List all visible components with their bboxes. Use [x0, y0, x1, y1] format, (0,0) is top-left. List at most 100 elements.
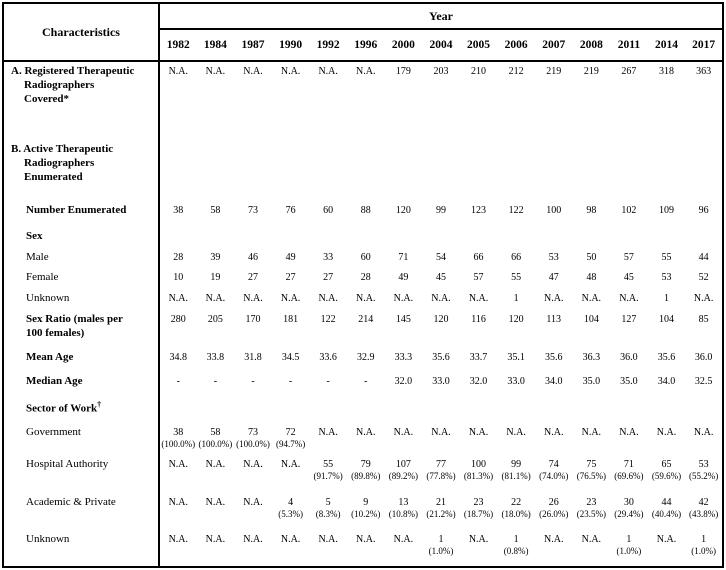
value-cell-government: N.A. [581, 427, 602, 439]
value-cell-active-enumerated [385, 140, 423, 201]
value-cell-hospital-authority: 74 (74.0%) [535, 455, 573, 493]
value-cell-government: N.A. [393, 427, 414, 439]
cell-count: 23 [586, 497, 597, 509]
cell-percentage: (81.1%) [501, 470, 531, 481]
value-cell-academic-private: 23 (23.5%) [573, 493, 611, 530]
value-cell-sector-of-work [535, 396, 573, 423]
cell-count: 9 [363, 497, 369, 509]
value-cell-sex-unknown: N.A. [468, 292, 489, 304]
cell-count: 21 [435, 497, 446, 509]
value-cell-active-enumerated [422, 140, 460, 201]
value-cell-female: 49 [398, 272, 409, 284]
value-cell-sex-unknown: N.A. [168, 292, 189, 304]
value-cell-registered-covered: 212 [508, 66, 524, 77]
value-cell-academic-private: 4 (5.3%) [272, 493, 310, 530]
cell-count: 73 [247, 427, 258, 439]
value-cell-sector-of-work [347, 396, 385, 423]
cell-count: 5 [325, 497, 331, 509]
row-sex-unknown: Unknown N.A. N.A. N.A. N.A. N.A. N.A. N.A. N.A. N… [3, 288, 723, 310]
cell-percentage: (91.7%) [313, 470, 343, 481]
cell-percentage: (89.8%) [351, 470, 381, 481]
value-cell-sex [272, 227, 310, 248]
value-cell-sector-unknown: N.A. [656, 534, 677, 546]
value-cell-registered-covered: 219 [546, 66, 562, 77]
value-cell-sex-ratio: 170 [245, 313, 261, 325]
value-cell-registered-covered: 219 [583, 66, 599, 77]
value-cell-male: 53 [548, 252, 559, 264]
value-cell-female: 52 [698, 272, 709, 284]
value-cell-number-enumerated: 76 [285, 204, 296, 216]
value-cell-sector-of-work [309, 396, 347, 423]
value-cell-academic-private: 44 (40.4%) [648, 493, 686, 530]
year-column-header: 1992 [309, 29, 347, 62]
value-cell-registered-covered: 363 [696, 66, 712, 77]
value-cell-active-enumerated [197, 140, 235, 201]
value-cell-number-enumerated: 88 [360, 204, 371, 216]
value-cell-sex-ratio: 214 [358, 313, 374, 325]
value-cell-government: N.A. [656, 427, 677, 439]
cell-percentage: (55.2%) [689, 470, 719, 481]
value-cell-registered-covered: N.A. [243, 66, 263, 77]
value-cell-sex-unknown: N.A. [356, 292, 376, 304]
value-cell-active-enumerated [272, 140, 310, 201]
value-cell-sector-unknown: N.A. [544, 534, 564, 546]
row-registered-covered: A. Registered Therapeutic Radiographers … [3, 61, 723, 140]
value-cell-mean-age: 36.0 [620, 352, 638, 364]
value-cell-sex-ratio: 85 [698, 313, 709, 325]
value-cell-female: 57 [473, 272, 484, 284]
value-cell-mean-age: 36.0 [694, 352, 713, 364]
year-column-header: 1982 [159, 29, 197, 62]
cell-count: 42 [698, 497, 709, 509]
value-cell-median-age: - [364, 375, 368, 387]
value-cell-number-enumerated: 73 [247, 204, 258, 216]
year-column-header: 1987 [234, 29, 272, 62]
value-cell-median-age: - [288, 375, 293, 387]
year-group-header: Year [159, 3, 723, 30]
cell-percentage: (1.0%) [428, 546, 454, 557]
cell-count: 72 [285, 427, 296, 439]
value-cell-sex [234, 227, 272, 248]
value-cell-male: 28 [173, 252, 184, 264]
value-cell-sex-unknown: N.A. [431, 292, 451, 304]
value-cell-median-age: - [326, 375, 330, 387]
value-cell-median-age: 33.0 [432, 375, 450, 387]
row-sex: Sex [3, 226, 723, 249]
value-cell-male: 66 [473, 252, 484, 264]
value-cell-hospital-authority: 107 (89.2%) [385, 455, 423, 493]
year-column-header: 2004 [422, 29, 460, 62]
value-cell-number-enumerated: 96 [698, 204, 709, 216]
header-row-year: Characteristics Year [3, 3, 723, 62]
value-cell-academic-private: N.A. [205, 497, 226, 509]
row-label-sector-unknown: Unknown [3, 530, 160, 567]
value-cell-sex-ratio: 280 [170, 313, 186, 325]
row-sector-unknown: Unknown N.A. N.A. N.A. N.A. N.A. N.A. N.A. 1 (1.0… [3, 530, 723, 567]
value-cell-number-enumerated: 102 [621, 204, 637, 216]
value-cell-male: 49 [285, 252, 296, 264]
row-government: Government 38 (100.0%) 58 (100.0%) 73 (100.0%)… [3, 423, 723, 455]
value-cell-academic-private: 21 (21.2%) [422, 493, 460, 530]
value-cell-mean-age: 35.6 [657, 352, 676, 364]
row-mean-age: Mean Age 34.8 33.8 31.8 34.5 33.6 32.9 33.3 35.6… [3, 348, 723, 372]
value-cell-female: 27 [323, 272, 334, 284]
value-cell-female: 27 [285, 272, 296, 284]
value-cell-academic-private: 9 (10.2%) [347, 493, 385, 530]
value-cell-median-age: 35.0 [620, 375, 638, 387]
year-column-header: 2014 [647, 29, 686, 62]
value-cell-sex-ratio: 145 [395, 313, 411, 325]
cell-count: 55 [323, 458, 334, 470]
cell-percentage: (94.7%) [275, 439, 306, 450]
value-cell-sector-of-work [159, 396, 197, 423]
cell-count: 23 [473, 497, 484, 509]
value-cell-sex-unknown: N.A. [544, 292, 564, 304]
value-cell-active-enumerated [497, 140, 535, 201]
value-cell-hospital-authority: 100 (81.3%) [460, 455, 498, 493]
value-cell-registered-covered: N.A. [318, 66, 338, 77]
value-cell-mean-age: 34.8 [169, 352, 188, 364]
value-cell-academic-private: 26 (26.0%) [535, 493, 573, 530]
value-cell-sector-of-work [497, 396, 535, 423]
cell-percentage: (8.3%) [315, 509, 341, 520]
value-cell-sex-unknown: N.A. [619, 292, 639, 304]
cell-percentage: (43.8%) [689, 509, 719, 520]
value-cell-sex [347, 227, 385, 248]
